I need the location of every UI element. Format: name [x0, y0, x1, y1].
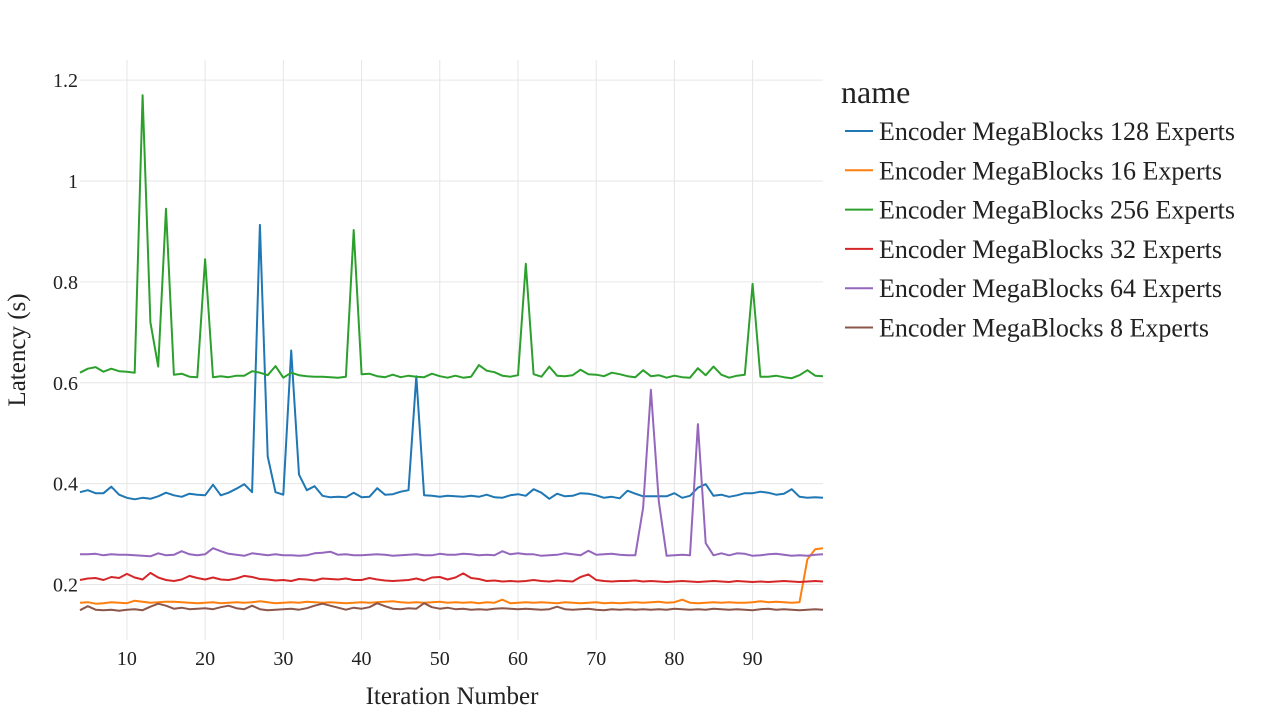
x-tick-label: 20 — [195, 648, 215, 670]
grid-lines — [80, 60, 823, 640]
legend-item[interactable]: Encoder MegaBlocks 256 Experts — [845, 196, 1235, 225]
legend-item[interactable]: Encoder MegaBlocks 16 Experts — [845, 156, 1222, 185]
legend-item[interactable]: Encoder MegaBlocks 64 Experts — [845, 274, 1222, 303]
x-tick-label: 80 — [664, 648, 684, 670]
legend-title: name — [841, 74, 910, 110]
y-tick-label: 1.2 — [53, 70, 78, 92]
axis-ticks: 10 20 30 40 50 60 70 80 90 0.2 0.4 0.6 0.8 1 1.2 — [53, 70, 763, 670]
legend-label: Encoder MegaBlocks 128 Experts — [879, 117, 1235, 146]
x-axis-title: Iteration Number — [366, 683, 540, 710]
y-axis-title: Latency (s) — [4, 293, 31, 406]
series-line-1 — [79, 547, 824, 605]
x-tick-label: 10 — [117, 648, 137, 670]
x-tick-label: 90 — [743, 648, 763, 670]
x-tick-label: 50 — [430, 648, 450, 670]
legend-label: Encoder MegaBlocks 256 Experts — [879, 196, 1235, 225]
series-line-0 — [79, 223, 824, 501]
series-line-3 — [79, 571, 824, 583]
y-tick-label: 0.2 — [53, 575, 78, 597]
series-line-4 — [80, 388, 824, 558]
y-tick-label: 1 — [68, 171, 78, 193]
series-lines — [79, 94, 824, 612]
x-tick-label: 40 — [352, 648, 372, 670]
legend-label: Encoder MegaBlocks 32 Experts — [879, 235, 1222, 264]
legend-label: Encoder MegaBlocks 16 Experts — [879, 156, 1222, 185]
legend-item[interactable]: Encoder MegaBlocks 128 Experts — [845, 117, 1235, 146]
legend-item[interactable]: Encoder MegaBlocks 32 Experts — [845, 235, 1222, 264]
x-tick-label: 60 — [508, 648, 528, 670]
y-tick-label: 0.6 — [53, 373, 78, 395]
series-line-5 — [79, 602, 824, 612]
legend-item[interactable]: Encoder MegaBlocks 8 Experts — [845, 314, 1209, 343]
legend: name Encoder MegaBlocks 128 Experts Encod… — [841, 74, 1235, 343]
x-tick-label: 70 — [586, 648, 606, 670]
y-tick-label: 0.4 — [53, 474, 78, 496]
y-tick-label: 0.8 — [53, 272, 78, 294]
series-line-2 — [79, 94, 824, 380]
legend-label: Encoder MegaBlocks 64 Experts — [879, 274, 1222, 303]
legend-label: Encoder MegaBlocks 8 Experts — [879, 314, 1209, 343]
x-tick-label: 30 — [273, 648, 293, 670]
